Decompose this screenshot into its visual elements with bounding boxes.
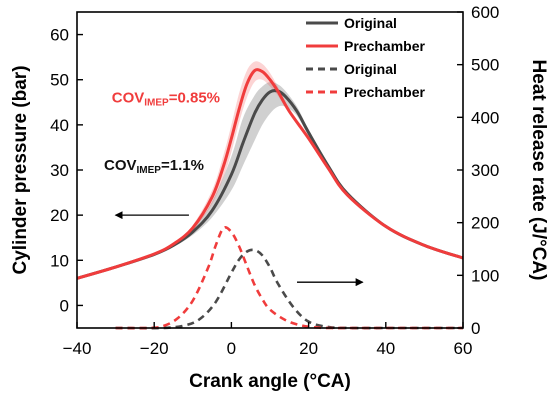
- cov-value: =1.1%: [161, 157, 204, 174]
- x-tick-label: 0: [227, 339, 236, 358]
- legend: Original Prechamber Original Prechamber: [306, 15, 425, 100]
- y-tick-label-right: 200: [471, 214, 499, 233]
- legend-label: Prechamber: [344, 84, 425, 100]
- axis-ticks: [76, 11, 464, 329]
- x-tick-label: 60: [454, 339, 473, 358]
- cov-annotation: COVIMEP=1.1%: [104, 157, 204, 176]
- y-tick-label-left: 10: [50, 251, 69, 270]
- y-tick-label-right: 0: [471, 319, 480, 338]
- tick-labels: −40 −20 0 20 40 60010203040506001002003004005…: [50, 3, 499, 358]
- legend-label: Original: [344, 61, 397, 77]
- x-tick-label: −40: [63, 339, 92, 358]
- y-tick-label-right: 100: [471, 266, 499, 285]
- y-tick-label-left: 30: [50, 161, 69, 180]
- x-tick-label: −20: [140, 339, 169, 358]
- y-tick-label-left: 60: [50, 26, 69, 45]
- annotations: COVIMEP=0.85%COVIMEP=1.1%: [104, 89, 220, 176]
- x-tick-label: 20: [299, 339, 318, 358]
- y-tick-label-left: 50: [50, 71, 69, 90]
- cov-subscript: IMEP: [144, 97, 169, 108]
- cov-subscript: IMEP: [137, 165, 162, 176]
- y-tick-label-right: 300: [471, 161, 499, 180]
- series-line-prechamber-pressure: [76, 68, 464, 280]
- y-tick-label-left: 40: [50, 116, 69, 135]
- series-line-original-heat-release: [115, 248, 463, 330]
- cov-annotation: COVIMEP=0.85%: [112, 89, 220, 108]
- x-tick-label: 40: [376, 339, 395, 358]
- y-axis-title-right: Heat release rate (J/°CA): [528, 60, 549, 281]
- y-tick-label-left: 0: [60, 296, 69, 315]
- cov-main: COV: [112, 89, 145, 106]
- legend-label: Prechamber: [344, 38, 425, 54]
- axis-arrows: [114, 211, 364, 287]
- x-axis-title: Crank angle (°CA): [189, 371, 351, 392]
- cov-value: =0.85%: [169, 89, 220, 106]
- cov-main: COV: [104, 157, 137, 174]
- legend-label: Original: [344, 15, 397, 31]
- series-line-prechamber-heat-release: [115, 225, 463, 330]
- y-tick-label-right: 500: [471, 56, 499, 75]
- y-tick-label-right: 400: [471, 108, 499, 127]
- series-line-original-pressure: [76, 89, 464, 280]
- series-lines: [76, 68, 464, 330]
- band-original-0: [77, 81, 463, 279]
- y-tick-label-right: 600: [471, 3, 499, 22]
- y-tick-label-left: 20: [50, 206, 69, 225]
- y-axis-title-left: Cylinder pressure (bar): [10, 65, 31, 274]
